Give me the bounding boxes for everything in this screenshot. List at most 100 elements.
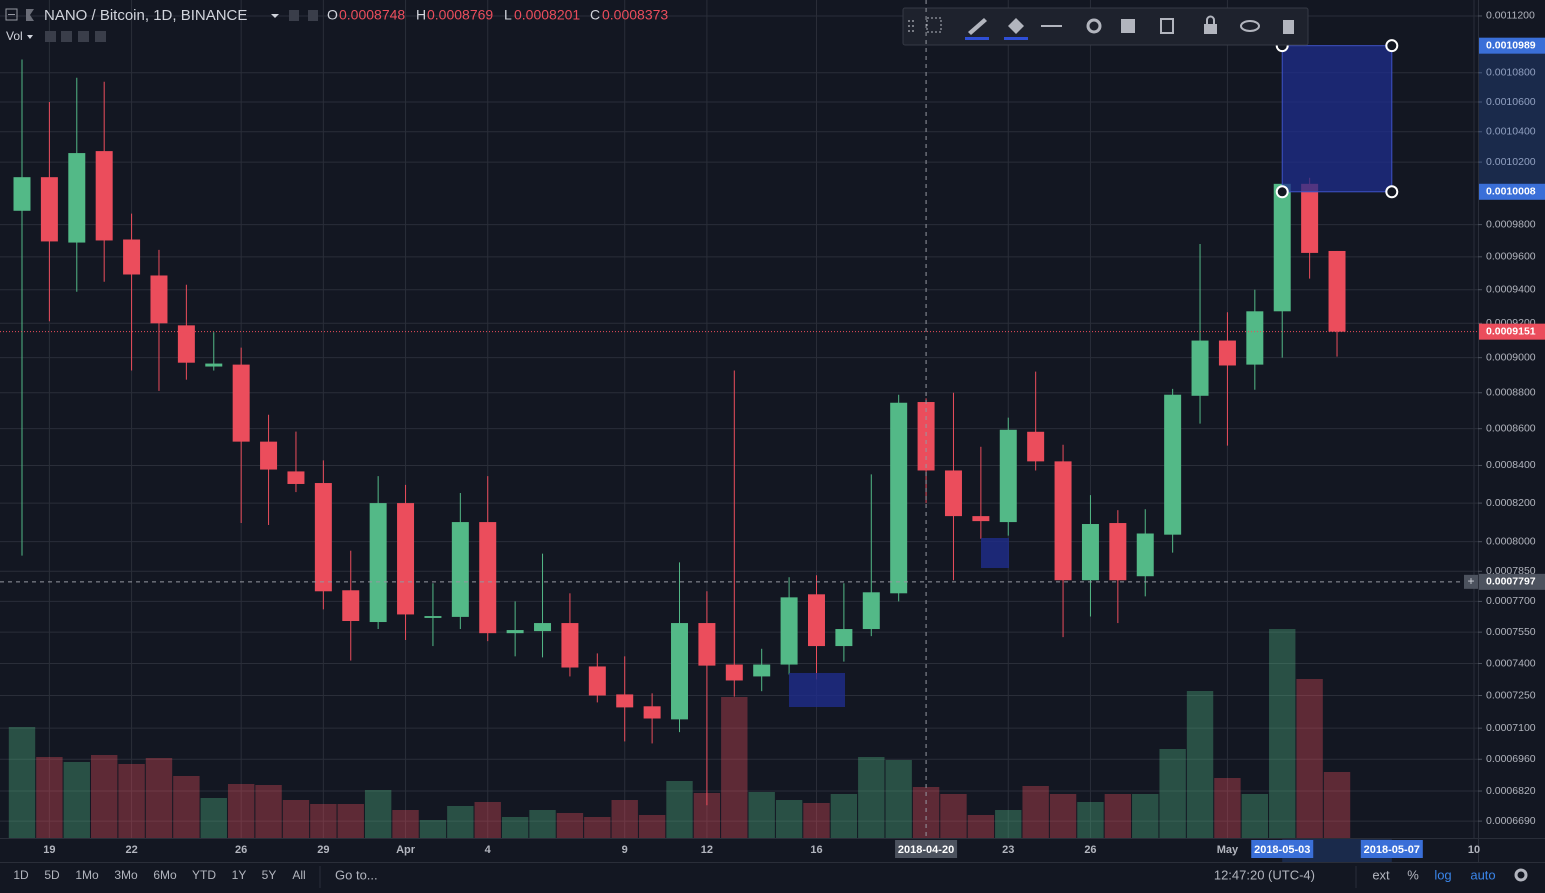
candle-body bbox=[287, 471, 305, 484]
candle-body bbox=[1218, 340, 1236, 366]
volume-bar bbox=[227, 784, 255, 838]
clone-icon[interactable] bbox=[1160, 18, 1174, 34]
y-tick-label: 0.0009800 bbox=[1486, 218, 1536, 230]
candle-body bbox=[999, 429, 1017, 523]
resize-handle[interactable] bbox=[1385, 185, 1399, 199]
scale-option[interactable]: auto bbox=[1470, 867, 1495, 882]
candle-body bbox=[534, 623, 552, 632]
scale-option[interactable]: ext bbox=[1372, 867, 1390, 882]
volume-bar bbox=[940, 794, 967, 838]
visual-order-icon[interactable] bbox=[1121, 19, 1135, 33]
y-tick-label: 0.0010600 bbox=[1486, 96, 1536, 108]
lock-icon[interactable] bbox=[1204, 24, 1217, 34]
interval-button[interactable]: 5D bbox=[44, 868, 60, 882]
y-tick-label: 0.0007550 bbox=[1486, 626, 1536, 638]
volume-bar bbox=[8, 727, 36, 838]
interval-button[interactable]: 3Mo bbox=[114, 868, 138, 882]
x-tick-label: 23 bbox=[1002, 844, 1014, 856]
volume-bar bbox=[1077, 802, 1104, 838]
x-tick-label: May bbox=[1217, 844, 1239, 856]
symbol-title[interactable]: NANO / Bitcoin, 1D, BINANCE bbox=[44, 7, 247, 24]
range-rectangle[interactable] bbox=[1281, 45, 1393, 193]
range-start-label: 2018-05-03 bbox=[1254, 844, 1310, 856]
volume-bar bbox=[419, 820, 447, 838]
volume-bar bbox=[1296, 679, 1323, 838]
study-icon[interactable] bbox=[95, 31, 106, 42]
line-color-icon[interactable] bbox=[968, 18, 987, 35]
candle-body bbox=[616, 694, 634, 708]
toolbar-panel bbox=[902, 7, 1309, 46]
volume-bar bbox=[995, 810, 1022, 838]
study-icon[interactable] bbox=[61, 31, 72, 42]
volume-label[interactable]: Vol bbox=[6, 29, 23, 43]
template-icon[interactable] bbox=[926, 17, 942, 33]
interval-button[interactable]: 1Mo bbox=[75, 868, 99, 882]
y-tick-label: 0.0006690 bbox=[1486, 815, 1536, 827]
settings-icon[interactable] bbox=[308, 10, 318, 21]
ohlc-value: 0.0008748 bbox=[339, 7, 405, 23]
range-top-label: 0.0010989 bbox=[1486, 39, 1536, 51]
y-tick-label: 0.0007250 bbox=[1486, 689, 1536, 701]
interval-button[interactable]: 5Y bbox=[262, 868, 277, 882]
candle-body bbox=[68, 153, 86, 243]
scale-option[interactable]: % bbox=[1407, 867, 1419, 882]
candle-body bbox=[369, 503, 387, 623]
study-icon[interactable] bbox=[45, 31, 56, 42]
delete-icon[interactable] bbox=[1283, 20, 1294, 34]
dropdown-arrow[interactable] bbox=[27, 35, 33, 39]
volume-bar bbox=[803, 803, 830, 838]
interval-button[interactable]: YTD bbox=[192, 868, 216, 882]
candle-body bbox=[1328, 250, 1346, 332]
drawn-box[interactable] bbox=[789, 673, 845, 707]
candle-body bbox=[1273, 183, 1291, 312]
volume-bar bbox=[255, 785, 282, 838]
range-top-label-bg bbox=[1479, 37, 1545, 54]
grid bbox=[0, 0, 1478, 838]
volume-bar bbox=[556, 813, 584, 838]
x-tick-label: 10 bbox=[1468, 844, 1480, 856]
candle-body bbox=[807, 594, 825, 647]
candle-body bbox=[424, 616, 442, 618]
interval-button[interactable]: All bbox=[292, 868, 305, 882]
ohlc-label: L bbox=[504, 7, 512, 23]
candle-body bbox=[561, 623, 579, 668]
scale-option[interactable]: log bbox=[1434, 867, 1451, 882]
volume-bar bbox=[364, 790, 392, 838]
candle-body bbox=[1246, 311, 1264, 365]
interval-button[interactable]: 6Mo bbox=[153, 868, 177, 882]
volume-bar bbox=[611, 800, 638, 838]
drag-handle[interactable] bbox=[908, 20, 914, 32]
volume-bar bbox=[1241, 794, 1269, 838]
fill-color-icon[interactable] bbox=[1008, 18, 1024, 34]
volume-bar bbox=[1269, 629, 1296, 838]
range-bottom-label-bg bbox=[1479, 183, 1545, 200]
candle-body bbox=[1081, 524, 1099, 581]
visibility-icon[interactable] bbox=[1240, 20, 1260, 32]
volume-bar bbox=[748, 792, 775, 838]
y-tick-label: 0.0008800 bbox=[1486, 387, 1536, 399]
interval-button[interactable]: 1D bbox=[13, 868, 29, 882]
volume-bar bbox=[529, 810, 556, 838]
candle-body bbox=[232, 364, 250, 442]
candle-body bbox=[95, 151, 113, 241]
x-tick-label: Apr bbox=[396, 844, 416, 856]
resize-handle[interactable] bbox=[1275, 185, 1289, 199]
crosshair-plus-bg[interactable] bbox=[1464, 574, 1478, 589]
collapse-icon[interactable] bbox=[5, 8, 18, 21]
resize-handle[interactable] bbox=[1385, 39, 1399, 53]
settings-icon[interactable] bbox=[1086, 18, 1102, 34]
drawn-box[interactable] bbox=[981, 538, 1009, 568]
volume-bar bbox=[447, 806, 474, 838]
volume-bar bbox=[90, 755, 118, 838]
y-tick-label: 0.0009600 bbox=[1486, 251, 1536, 263]
dropdown-arrow[interactable] bbox=[271, 14, 279, 18]
volume-bar bbox=[474, 802, 501, 838]
range-end-label: 2018-05-07 bbox=[1364, 844, 1420, 856]
settings-icon[interactable] bbox=[289, 10, 299, 21]
interval-button[interactable]: 1Y bbox=[232, 868, 247, 882]
x-tick-label: 4 bbox=[485, 844, 492, 856]
candle-body bbox=[397, 503, 415, 615]
study-icon[interactable] bbox=[78, 31, 89, 42]
settings-icon[interactable] bbox=[1514, 868, 1528, 882]
goto-button[interactable]: Go to... bbox=[335, 867, 378, 882]
